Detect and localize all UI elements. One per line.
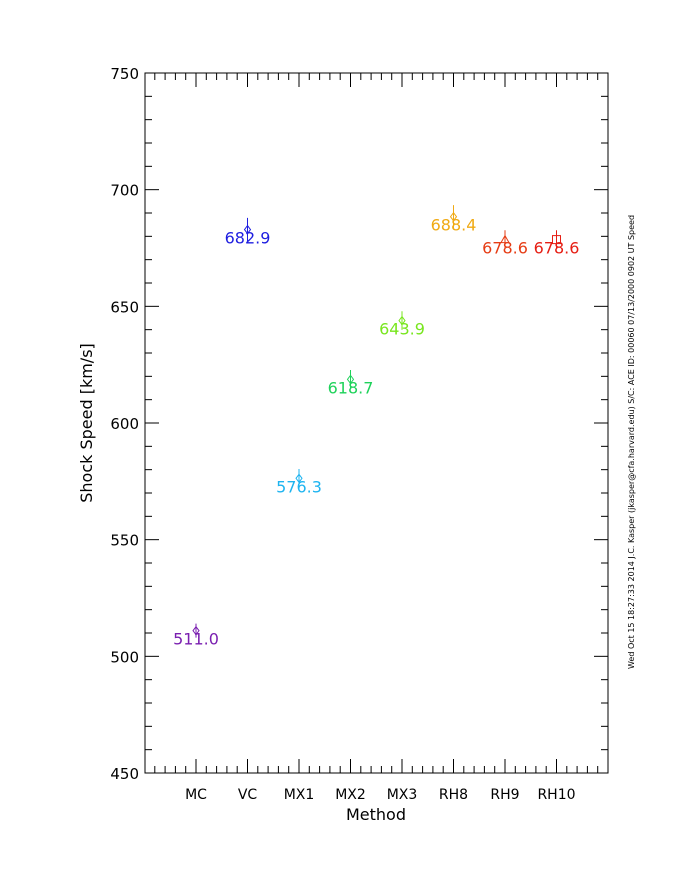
- data-point-mc: 511.0: [173, 623, 219, 649]
- square-marker: [552, 235, 561, 245]
- data-point-rh8: 688.4: [431, 205, 477, 235]
- data-point-vc: 682.9: [225, 217, 271, 248]
- x-category-label: VC: [238, 787, 258, 803]
- diamond-marker: [243, 224, 252, 235]
- data-label: 643.9: [379, 320, 425, 339]
- diamond-marker: [295, 473, 303, 484]
- y-tick-label: 700: [110, 182, 139, 200]
- data-label: 618.7: [328, 378, 374, 397]
- x-category-label: RH8: [439, 787, 468, 803]
- x-axis-title: Method: [346, 805, 406, 824]
- diamond-marker: [398, 315, 406, 326]
- triangle-marker: [500, 234, 510, 244]
- data-label: 682.9: [225, 229, 271, 248]
- y-tick-label: 500: [110, 648, 139, 666]
- x-category-label: MX1: [284, 787, 315, 803]
- y-tick-label: 650: [110, 298, 139, 316]
- y-tick-label: 750: [110, 65, 139, 83]
- x-category-label: MX2: [335, 787, 366, 803]
- x-category-label: RH10: [537, 787, 575, 803]
- x-category-label: MX3: [387, 787, 418, 803]
- data-point-mx1: 576.3: [276, 468, 322, 496]
- axis-ticks: 450 500 550 600 650 700 750 MC VC MX1 MX2 MX3 RH8 RH9…: [110, 65, 608, 803]
- diamond-marker: [449, 211, 458, 222]
- plot-metadata-note: Wed Oct 15 18:27:33 2014 J.C. Kasper (jk…: [627, 215, 636, 669]
- data-label: 511.0: [173, 630, 219, 649]
- y-tick-label: 600: [110, 415, 139, 433]
- x-category-label: MC: [185, 787, 207, 803]
- diamond-marker: [346, 374, 355, 385]
- data-point-mx3: 643.9: [379, 311, 425, 339]
- y-tick-label: 550: [110, 532, 139, 550]
- y-tick-label: 450: [110, 765, 139, 783]
- data-marks: 511.0 682.9 576.3 618.7 643.9 688.4 678.6 678.6: [173, 205, 579, 649]
- data-label: 678.6: [534, 239, 580, 258]
- x-category-label: RH9: [490, 787, 519, 803]
- plot-frame: [144, 72, 609, 774]
- data-label: 678.6: [482, 239, 528, 258]
- data-label: 688.4: [431, 216, 477, 235]
- data-label: 576.3: [276, 477, 322, 496]
- data-point-rh9: 678.6: [482, 230, 528, 258]
- y-axis-title: Shock Speed [km/s]: [77, 343, 96, 503]
- data-point-mx2: 618.7: [328, 370, 374, 397]
- data-point-rh10: 678.6: [534, 230, 580, 258]
- diamond-marker: [192, 625, 200, 636]
